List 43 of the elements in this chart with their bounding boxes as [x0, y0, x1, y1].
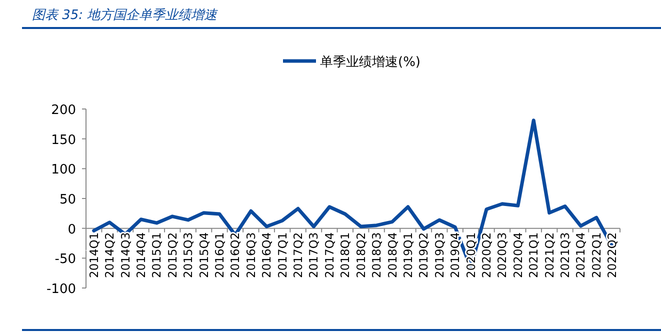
legend-label: 单季业绩增速(%)	[320, 55, 420, 70]
x-tick-label: 2021Q3	[558, 232, 572, 278]
x-tick-label: 2019Q1	[400, 232, 415, 278]
x-tick-label: 2019Q4	[448, 232, 462, 278]
x-tick-label: 2016Q1	[212, 232, 226, 278]
x-tick-label: 2016Q3	[244, 232, 258, 278]
y-tick-label: 0	[68, 222, 76, 238]
x-tick-label: 2020Q4	[510, 232, 525, 278]
y-tick-label: 50	[59, 192, 76, 208]
y-tick-label: -50	[54, 252, 76, 268]
x-tick-label: 2014Q2	[102, 232, 117, 278]
x-tick-label: 2017Q1	[275, 232, 290, 278]
x-tick-label: 2022Q2	[605, 232, 620, 278]
x-tick-label: 2021Q1	[526, 232, 541, 278]
x-tick-label: 2016Q4	[260, 232, 274, 278]
x-tick-label: 2015Q2	[165, 232, 180, 278]
x-tick-label: 2018Q3	[370, 232, 384, 278]
y-tick-label: 100	[51, 162, 76, 178]
x-tick-label: 2014Q1	[86, 232, 101, 278]
x-tick-label: 2022Q1	[589, 232, 604, 278]
x-tick-label: 2014Q4	[134, 232, 148, 278]
x-tick-label: 2020Q3	[495, 232, 510, 278]
y-tick-label: 200	[51, 103, 76, 118]
x-tick-label: 2019Q2	[416, 232, 431, 278]
y-tick-label: 150	[51, 132, 76, 148]
x-tick-label: 2021Q2	[542, 232, 556, 278]
y-tick-label: -100	[46, 282, 76, 297]
x-tick-label: 2018Q1	[338, 232, 352, 278]
x-tick-label: 2014Q3	[118, 232, 132, 278]
x-tick-label: 2015Q3	[181, 232, 196, 278]
x-tick-label: 2020Q1	[464, 232, 478, 278]
x-tick-label: 2019Q3	[432, 232, 446, 278]
chart-title: 图表 35: 地方国企单季业绩增速	[32, 7, 218, 23]
x-tick-label: 2020Q2	[480, 232, 494, 278]
x-tick-label: 2015Q4	[196, 232, 211, 278]
x-tick-label: 2017Q4	[322, 232, 336, 278]
x-tick-label: 2017Q2	[291, 232, 306, 278]
x-tick-label: 2017Q3	[306, 232, 321, 278]
x-tick-label: 2018Q4	[385, 232, 400, 278]
x-tick-label: 2015Q1	[150, 232, 164, 278]
x-tick-label: 2021Q4	[574, 232, 588, 278]
x-tick-label: 2018Q2	[354, 232, 368, 278]
x-tick-label: 2016Q2	[228, 232, 242, 278]
